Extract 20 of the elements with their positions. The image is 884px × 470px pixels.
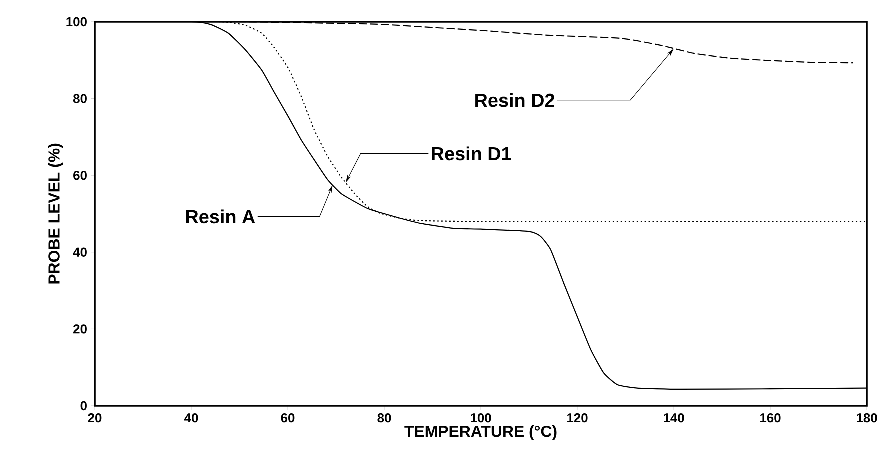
y-tick-label: 100 bbox=[66, 17, 87, 27]
y-tick-label: 0 bbox=[80, 401, 87, 411]
x-tick-label: 60 bbox=[281, 414, 295, 423]
y-tick-label: 20 bbox=[74, 324, 87, 334]
y-tick-label: 60 bbox=[74, 170, 87, 180]
annotation: Resin D2 bbox=[476, 93, 555, 108]
x-tick-label: 140 bbox=[664, 414, 684, 423]
x-tick-label: 160 bbox=[760, 414, 781, 423]
y-axis-title: PROBE LEVEL (%) bbox=[48, 144, 64, 284]
x-tick-label: 120 bbox=[568, 414, 588, 423]
annotation: Resin D1 bbox=[432, 146, 512, 161]
y-tick-label: 40 bbox=[73, 248, 87, 257]
x-tick-label: 100 bbox=[471, 414, 492, 423]
y-tick-label: 80 bbox=[73, 94, 87, 104]
x-axis-title: TEMPERATURE (°C) bbox=[404, 426, 557, 440]
x-tick-label: 80 bbox=[378, 414, 392, 423]
x-tick-label: 20 bbox=[88, 414, 102, 423]
annotation: Resin A bbox=[186, 210, 256, 224]
x-tick-label: 40 bbox=[184, 414, 198, 423]
x-tick-label: 180 bbox=[857, 414, 878, 423]
